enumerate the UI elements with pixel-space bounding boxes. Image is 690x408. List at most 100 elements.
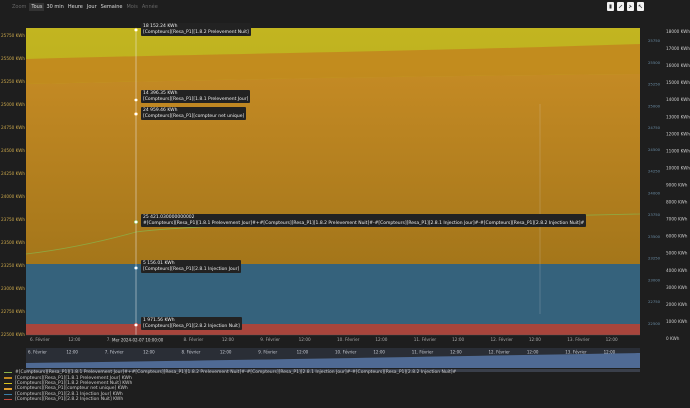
left-axis-tick: 25750 KWh bbox=[1, 33, 25, 38]
navigator-label: 12:00 bbox=[220, 350, 232, 355]
data-point-4 bbox=[133, 265, 139, 271]
left-axis-tick: 25000 KWh bbox=[1, 102, 25, 107]
navigator-label: 12:00 bbox=[66, 350, 78, 355]
navigator-label: 12:00 bbox=[373, 350, 385, 355]
tooltip-value: 14 396.35 KWh bbox=[143, 91, 178, 96]
legend-label: [Compteurs][Resa_P1][compteur net unique… bbox=[15, 386, 128, 392]
zoom-button-heure[interactable]: Heure bbox=[67, 4, 83, 10]
legend-item[interactable]: [Compteurs][Resa_P1][2.8.1 Injection Jou… bbox=[4, 392, 654, 397]
left-axis-tick: 25500 KWh bbox=[1, 56, 25, 61]
pin-icon[interactable] bbox=[627, 2, 634, 11]
tooltip-prelevement-nuit: 18 152.24 KWh [Compteurs][Resa_P1][1.8.2… bbox=[141, 23, 251, 36]
legend-item[interactable]: [Compteurs][Resa_P1][1.8.2 Prelevement N… bbox=[4, 381, 654, 386]
area-prelevement-jour bbox=[26, 74, 640, 264]
right-axis-tick: 2000 KWh bbox=[666, 302, 688, 307]
legend-swatch bbox=[4, 371, 12, 374]
legend-label: [Compteurs][Resa_P1][2.8.1 Injection Jou… bbox=[15, 391, 123, 397]
tooltip-compteur-net: 24 959.46 KWh [Compteurs][Resa_P1][compt… bbox=[141, 107, 247, 120]
left-axis-tick: 22500 KWh bbox=[1, 332, 25, 337]
navigator-series bbox=[26, 353, 640, 368]
x-axis-tick: 13. Février bbox=[567, 337, 590, 342]
legend-item[interactable]: [Compteurs][Resa_P1][2.8.2 Injection Nui… bbox=[4, 397, 654, 402]
mid-axis-tick: 23250 bbox=[648, 256, 661, 261]
left-axis-tick: 23500 KWh bbox=[1, 240, 25, 245]
mid-axis-tick: 25500 bbox=[648, 60, 661, 65]
data-point-3 bbox=[133, 219, 139, 225]
navigator-label: 13. Février bbox=[565, 350, 587, 355]
crosshair-label-bg bbox=[110, 337, 162, 343]
tooltip-value: 25 421.030000000002 bbox=[143, 215, 195, 220]
legend-item[interactable]: #[Compteurs][Resa_P1][1.8.1 Prelevement … bbox=[4, 370, 654, 375]
tooltip-injection-nuit: 1 971.56 KWh [Compteurs][Resa_P1][2.8.2 … bbox=[141, 317, 242, 330]
navigator-label: 8. Février bbox=[182, 350, 201, 355]
x-axis-tick: 11. Février bbox=[414, 337, 437, 342]
data-point-0 bbox=[133, 27, 139, 33]
x-axis-tick: 12:00 bbox=[529, 337, 541, 342]
right-axis-tick: 7000 KWh bbox=[666, 217, 688, 222]
navigator-label: 12:00 bbox=[604, 350, 616, 355]
left-axis-tick: 24000 KWh bbox=[1, 194, 25, 199]
mid-axis-tick: 24750 bbox=[648, 125, 661, 130]
x-axis-tick: 12:00 bbox=[299, 337, 311, 342]
mid-axis-tick: 22750 bbox=[648, 299, 661, 304]
left-axis-tick: 24250 KWh bbox=[1, 171, 25, 176]
right-axis-tick: 14000 KWh bbox=[666, 97, 690, 102]
navigator-label: 12:00 bbox=[450, 350, 462, 355]
draw-icon[interactable] bbox=[617, 2, 624, 11]
legend-item[interactable]: [Compteurs][Resa_P1][compteur net unique… bbox=[4, 386, 654, 391]
navigator-label: 7. Février bbox=[105, 350, 124, 355]
left-axis-tick: 23000 KWh bbox=[1, 286, 25, 291]
legend-label: [Compteurs][Resa_P1][1.8.1 Prelevement J… bbox=[15, 375, 132, 381]
right-axis-tick: 17000 KWh bbox=[666, 46, 690, 51]
left-axis-tick: 24500 KWh bbox=[1, 148, 25, 153]
tooltip-injection-jour: 5 156.01 KWh [Compteurs][Resa_P1][2.8.1 … bbox=[141, 260, 242, 273]
mid-axis-tick: 25750 bbox=[648, 38, 661, 43]
tooltip-prelevement-jour: 14 396.35 KWh [Compteurs][Resa_P1][1.8.1… bbox=[141, 90, 251, 103]
mid-axis-tick: 25250 bbox=[648, 82, 661, 87]
legend-item[interactable]: [Compteurs][Resa_P1][1.8.1 Prelevement J… bbox=[4, 375, 654, 381]
export-icon[interactable] bbox=[607, 2, 614, 11]
energy-chart[interactable]: 25750 KWh 25500 KWh 25250 KWh 25000 KWh 2475… bbox=[0, 14, 690, 408]
zoom-button-jour[interactable]: Jour bbox=[86, 4, 97, 10]
legend-swatch bbox=[4, 398, 12, 401]
tooltip-value: 1 971.56 KWh bbox=[143, 318, 175, 323]
right-axis-tick: 16000 KWh bbox=[666, 63, 690, 68]
right-axis-tick: 15000 KWh bbox=[666, 80, 690, 85]
tool-buttons bbox=[607, 2, 644, 11]
mid-axis-tick: 24500 bbox=[648, 147, 661, 152]
legend-label: [Compteurs][Resa_P1][2.8.2 Injection Nui… bbox=[15, 397, 124, 403]
right-axis-tick: 6000 KWh bbox=[666, 234, 688, 239]
zoom-button-semaine[interactable]: Semaine bbox=[100, 4, 123, 10]
right-axis-tick: 13000 KWh bbox=[666, 114, 690, 119]
legend-swatch bbox=[4, 377, 12, 379]
chart-area[interactable]: 25750 KWh 25500 KWh 25250 KWh 25000 KWh 2475… bbox=[0, 14, 690, 408]
right-axis-tick: 12000 KWh bbox=[666, 131, 690, 136]
x-axis-tick: 8. Février bbox=[184, 337, 204, 342]
navigator-label: 6. Février bbox=[28, 350, 47, 355]
zoom-label: Zoom bbox=[12, 4, 27, 10]
right-axis-tick: 3000 KWh bbox=[666, 285, 688, 290]
right-axis-tick: 9000 KWh bbox=[666, 183, 688, 188]
tooltip-value: 18 152.24 KWh bbox=[143, 24, 178, 29]
zoom-button-tous[interactable]: Tous bbox=[29, 3, 45, 11]
x-axis-tick: 12. Février bbox=[491, 337, 514, 342]
right-axis-tick: 18000 KWh bbox=[666, 29, 690, 34]
legend-label: [Compteurs][Resa_P1][1.8.2 Prelevement N… bbox=[15, 380, 133, 386]
area-injection-nuit bbox=[26, 324, 640, 335]
legend-swatch bbox=[4, 382, 12, 385]
left-axis-tick: 23750 KWh bbox=[1, 217, 25, 222]
fullscreen-icon[interactable] bbox=[637, 2, 644, 11]
left-axis-tick: 23250 KWh bbox=[1, 263, 25, 268]
x-axis-tick: 12:00 bbox=[606, 337, 618, 342]
zoom-selector: Zoom Tous 30 min Heure Jour Semaine Mois… bbox=[12, 3, 160, 11]
mid-axis-tick: 24000 bbox=[648, 190, 661, 195]
navigator-scrollbar bbox=[26, 369, 640, 372]
legend-swatch bbox=[4, 388, 12, 390]
data-point-5 bbox=[133, 322, 139, 328]
navigator-label: 12:00 bbox=[297, 350, 309, 355]
zoom-button-mois: Mois bbox=[126, 4, 138, 10]
x-axis-tick: 12:00 bbox=[222, 337, 234, 342]
mid-axis-tick: 22500 bbox=[648, 321, 661, 326]
zoom-button-30min[interactable]: 30 min bbox=[46, 4, 64, 10]
tooltip-series: [Compteurs][Resa_P1][compteur net unique… bbox=[143, 113, 245, 119]
